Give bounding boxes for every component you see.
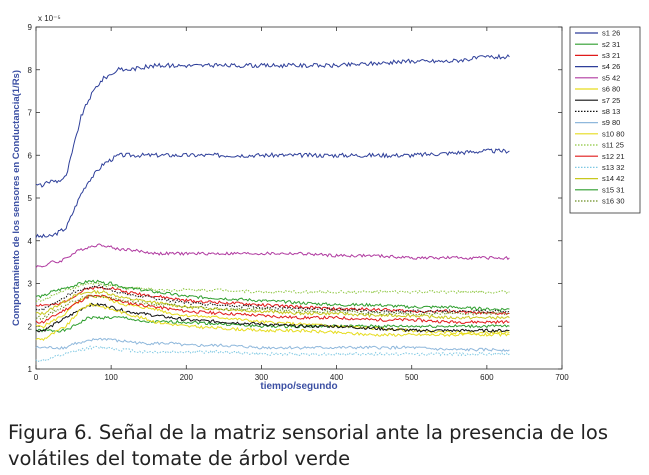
x-tick-label: 100 — [104, 373, 118, 382]
legend-label-10: s10 80 — [602, 129, 625, 138]
x-tick-label: 500 — [405, 373, 419, 382]
series-line-10 — [35, 302, 510, 341]
legend-label-4: s4 26 — [602, 62, 620, 71]
series-line-1 — [35, 53, 510, 188]
x-tick-label: 0 — [34, 373, 39, 382]
x-tick-label: 200 — [180, 373, 194, 382]
series-line-16 — [35, 294, 510, 320]
series-line-4 — [35, 148, 510, 239]
legend-label-7: s7 25 — [602, 96, 620, 105]
legend-label-5: s5 42 — [602, 73, 620, 82]
y-tick-label: 6 — [28, 151, 33, 160]
x-axis-label: tiempo/segundo — [260, 381, 337, 392]
x-tick-label: 700 — [555, 373, 569, 382]
x-axis: 0 100 200 300 400 500 600 700 — [34, 27, 569, 382]
y-axis-label: Comportamiento de los sensores en Conduc… — [11, 70, 22, 326]
y-tick-label: 9 — [28, 23, 33, 32]
y-tick-label: 4 — [28, 237, 33, 246]
y-tick-label: 2 — [28, 322, 33, 331]
series-layer — [35, 53, 510, 363]
legend-label-1: s1 26 — [602, 29, 620, 38]
figure-caption: Figura 6. Señal de la matriz sensorial a… — [8, 421, 608, 470]
legend-label-14: s14 42 — [602, 174, 625, 183]
series-line-12 — [35, 294, 510, 325]
legend-label-12: s12 21 — [602, 152, 625, 161]
x-tick-label: 600 — [480, 373, 494, 382]
series-line-14 — [35, 289, 510, 320]
series-line-6 — [35, 294, 510, 335]
series-line-2 — [35, 315, 510, 333]
y-tick-label: 5 — [28, 194, 33, 203]
series-line-5 — [35, 243, 510, 268]
series-line-15 — [35, 279, 510, 312]
legend-label-9: s9 80 — [602, 118, 620, 127]
series-line-9 — [35, 337, 510, 352]
series-line-8 — [35, 284, 510, 314]
x-tick-label: 300 — [255, 373, 269, 382]
y-axis: 1 2 3 4 5 6 7 8 9 — [28, 23, 562, 374]
legend-label-15: s15 31 — [602, 185, 625, 194]
legend-box — [569, 26, 641, 214]
y-multiplier: x 10⁻⁵ — [38, 14, 61, 23]
legend-label-6: s6 80 — [602, 85, 620, 94]
y-tick-label: 1 — [28, 365, 33, 374]
series-line-7 — [35, 302, 510, 333]
y-tick-label: 7 — [28, 109, 33, 118]
legend-label-16: s16 30 — [602, 197, 625, 206]
legend: s1 26 s2 31 s3 21 s4 26 s5 42 s6 80 s7 25 s8 13… — [569, 26, 641, 214]
legend-label-11: s11 25 — [602, 141, 624, 150]
legend-label-3: s3 21 — [602, 51, 620, 60]
legend-label-8: s8 13 — [602, 107, 620, 116]
legend-label-2: s2 31 — [602, 40, 620, 49]
x-tick-label: 400 — [330, 373, 344, 382]
series-line-11 — [35, 282, 510, 303]
y-tick-label: 3 — [28, 280, 33, 289]
legend-label-13: s13 32 — [602, 163, 625, 172]
y-tick-label: 8 — [28, 66, 33, 75]
